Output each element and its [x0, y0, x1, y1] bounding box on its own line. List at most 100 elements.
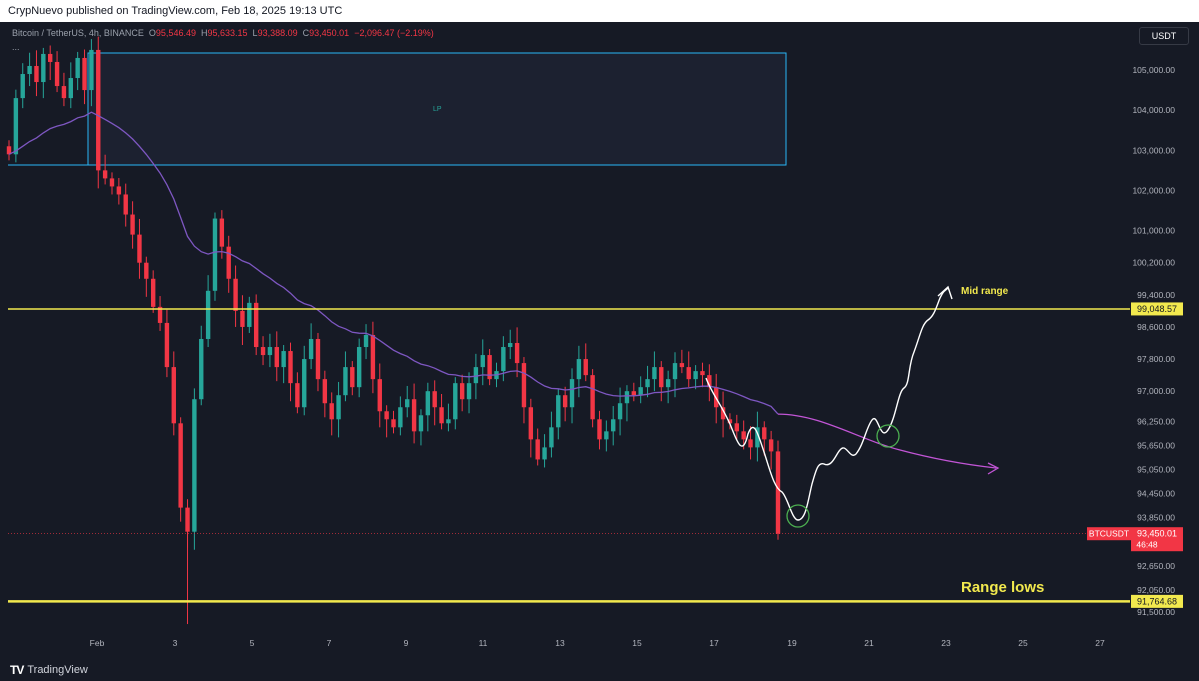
- price-axis-tick: 103,000.00: [1132, 145, 1175, 155]
- candle: [164, 322, 170, 368]
- target-circle-1: [786, 504, 810, 528]
- legend-more-button[interactable]: ...: [12, 42, 20, 52]
- tradingview-logo-icon: TV: [10, 663, 24, 677]
- candle: [473, 367, 479, 384]
- candle: [535, 439, 540, 460]
- candle: [137, 234, 142, 263]
- candle: [679, 363, 685, 368]
- ma-projection-arrowhead: [987, 462, 1000, 475]
- candle: [13, 98, 19, 155]
- candle: [672, 363, 678, 380]
- candle: [439, 407, 444, 424]
- price-axis-tick: 95,650.00: [1137, 440, 1175, 450]
- candle: [638, 387, 643, 396]
- candle: [329, 403, 334, 420]
- time-axis-tick: 11: [479, 638, 488, 648]
- time-axis-tick: 19: [787, 638, 797, 648]
- moving-average-line: [8, 111, 779, 415]
- svg-text:93,450.01: 93,450.01: [1137, 529, 1177, 539]
- candle: [267, 347, 273, 356]
- candle: [700, 371, 705, 376]
- candle: [418, 415, 424, 432]
- close-label: C: [302, 28, 310, 38]
- time-axis-tick: 3: [173, 638, 178, 648]
- price-axis-tick: 92,050.00: [1137, 585, 1175, 595]
- candle: [27, 65, 32, 75]
- candle: [645, 379, 650, 388]
- time-axis-tick: 25: [1018, 638, 1028, 648]
- candle: [178, 423, 183, 508]
- candle: [755, 427, 760, 448]
- candle: [727, 419, 733, 424]
- candle: [693, 371, 698, 380]
- candle: [617, 403, 623, 420]
- candle: [528, 407, 534, 440]
- candle: [398, 407, 403, 428]
- currency-selector[interactable]: USDT: [1139, 27, 1189, 45]
- candle: [453, 383, 458, 420]
- footer: TV TradingView: [0, 659, 1199, 681]
- candle: [233, 278, 238, 311]
- candle: [171, 367, 176, 424]
- candle: [123, 194, 128, 215]
- candle: [425, 391, 431, 416]
- candle: [247, 302, 252, 327]
- price-axis-tick: 97,000.00: [1137, 386, 1175, 396]
- candle: [459, 383, 465, 400]
- time-axis-tick: 21: [864, 638, 874, 648]
- projection-arrowhead: [937, 285, 953, 300]
- range-lows-price-tag: 91,764.68: [1131, 594, 1183, 608]
- price-axis-tick: 92,650.00: [1137, 561, 1175, 571]
- time-axis[interactable]: Feb 3 5 7 9 11 13 15 17 19 21 23 25 27: [90, 638, 1105, 648]
- candle: [350, 367, 355, 388]
- candle: [446, 419, 451, 424]
- time-axis-tick: 9: [404, 638, 409, 648]
- chart-area[interactable]: LP Mid range Range lows 105,000.00 104,00…: [0, 22, 1199, 659]
- candle: [322, 379, 328, 404]
- candle: [734, 423, 740, 432]
- price-axis-tick: 94,450.00: [1137, 489, 1175, 499]
- candle: [549, 427, 554, 448]
- candle: [363, 334, 369, 348]
- time-axis-tick: 23: [941, 638, 951, 648]
- ma-projection-line: [777, 413, 997, 469]
- time-axis-tick: 17: [709, 638, 719, 648]
- candle: [199, 338, 204, 400]
- price-axis-tick: 93,850.00: [1137, 513, 1175, 523]
- time-axis-tick: Feb: [90, 638, 105, 648]
- tradingview-logo[interactable]: TV TradingView: [10, 663, 88, 677]
- candle: [377, 379, 382, 412]
- candle: [253, 302, 259, 348]
- candle: [432, 391, 437, 408]
- mid-range-label: Mid range: [961, 286, 1009, 297]
- candle: [583, 359, 588, 376]
- price-axis[interactable]: 105,000.00 104,000.00 103,000.00 102,000.00…: [1132, 65, 1175, 617]
- open-value: 95,546.49: [155, 28, 196, 38]
- candle: [308, 338, 314, 360]
- candle: [336, 395, 341, 420]
- candle: [356, 347, 362, 388]
- change-value: −2,096.47 (−2.19%): [354, 28, 434, 38]
- price-chart[interactable]: LP Mid range Range lows 105,000.00 104,00…: [0, 22, 1199, 659]
- current-price-tag: BTCUSDT 93,450.01 46:48: [1087, 527, 1183, 552]
- price-axis-tick: 101,000.00: [1132, 226, 1175, 236]
- candle: [384, 411, 389, 420]
- symbol-legend[interactable]: Bitcoin / TetherUS, 4h, BINANCE O95,546.…: [12, 28, 434, 38]
- candle: [707, 375, 712, 388]
- candle: [741, 431, 746, 440]
- candle: [665, 379, 671, 388]
- candles-group: [6, 36, 781, 625]
- candle: [240, 310, 245, 327]
- candle: [604, 431, 609, 440]
- price-axis-tick: 105,000.00: [1132, 65, 1175, 75]
- lp-zone: [87, 52, 787, 166]
- candle: [34, 65, 39, 83]
- low-value: 93,388.09: [257, 28, 298, 38]
- svg-text:91,764.68: 91,764.68: [1137, 596, 1177, 606]
- symbol-name: Bitcoin / TetherUS, 4h, BINANCE: [12, 28, 144, 38]
- candle: [192, 399, 197, 532]
- range-lows-label: Range lows: [961, 579, 1044, 596]
- candle: [775, 451, 781, 534]
- candle: [590, 375, 595, 420]
- candle: [631, 391, 637, 396]
